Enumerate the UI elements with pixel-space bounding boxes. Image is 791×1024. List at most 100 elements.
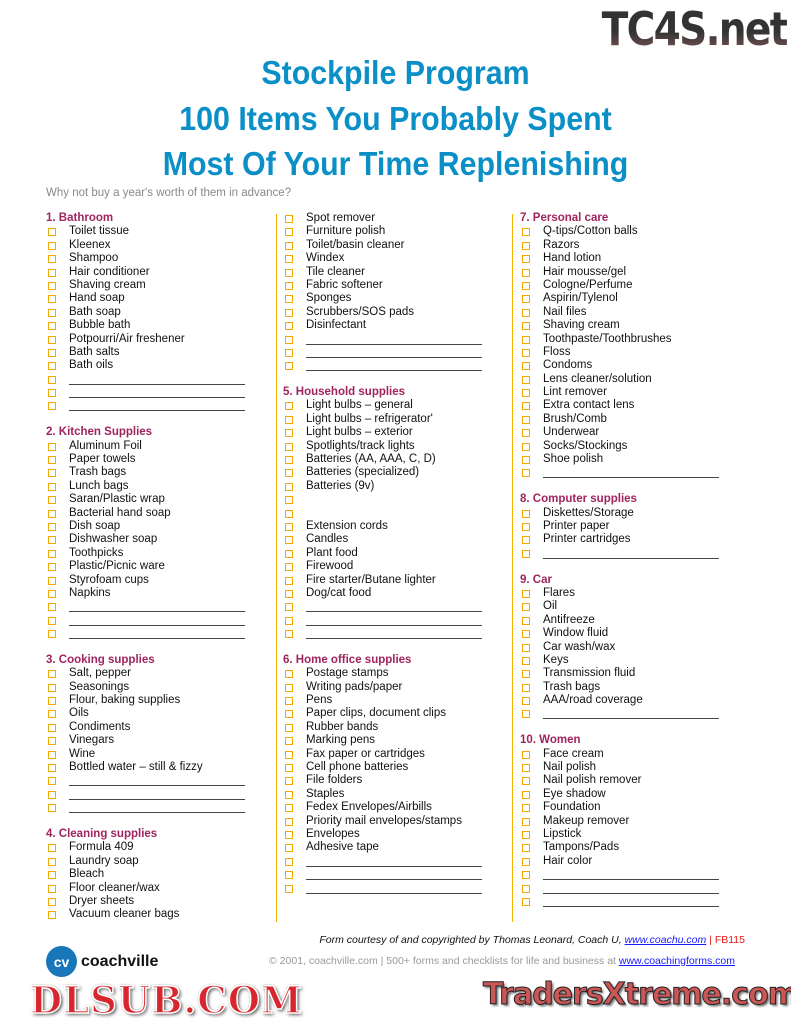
- checkbox[interactable]: [285, 549, 293, 558]
- checkbox[interactable]: [522, 670, 530, 679]
- checkbox[interactable]: [285, 496, 293, 505]
- checkbox[interactable]: [285, 616, 293, 625]
- checkbox[interactable]: [285, 750, 293, 759]
- checkbox[interactable]: [285, 697, 293, 706]
- write-in-line[interactable]: [69, 785, 245, 787]
- checkbox[interactable]: [522, 442, 530, 451]
- checkbox[interactable]: [48, 723, 56, 732]
- checkbox[interactable]: [285, 830, 293, 839]
- write-in-line[interactable]: [69, 624, 245, 626]
- checkbox[interactable]: [285, 817, 293, 826]
- checkbox[interactable]: [285, 228, 293, 237]
- checkbox[interactable]: [48, 576, 56, 585]
- write-in-line[interactable]: [69, 812, 245, 814]
- checkbox[interactable]: [48, 348, 56, 357]
- checkbox[interactable]: [48, 482, 56, 491]
- checkbox[interactable]: [522, 415, 530, 424]
- write-in-line[interactable]: [306, 879, 482, 881]
- checkbox[interactable]: [48, 616, 56, 625]
- checkbox[interactable]: [285, 335, 293, 344]
- checkbox[interactable]: [48, 737, 56, 746]
- write-in-line[interactable]: [543, 879, 719, 881]
- write-in-line[interactable]: [69, 638, 245, 640]
- checkbox[interactable]: [48, 255, 56, 264]
- checkbox[interactable]: [522, 683, 530, 692]
- write-in-line[interactable]: [69, 397, 245, 399]
- checkbox[interactable]: [285, 630, 293, 639]
- checkbox[interactable]: [285, 871, 293, 880]
- checkbox[interactable]: [285, 603, 293, 612]
- checkbox[interactable]: [522, 603, 530, 612]
- checkbox[interactable]: [48, 308, 56, 317]
- checkbox[interactable]: [48, 536, 56, 545]
- checkbox[interactable]: [522, 589, 530, 598]
- checkbox[interactable]: [522, 871, 530, 880]
- checkbox[interactable]: [285, 844, 293, 853]
- checkbox[interactable]: [285, 255, 293, 264]
- checkbox[interactable]: [285, 415, 293, 424]
- checkbox[interactable]: [522, 456, 530, 465]
- checkbox[interactable]: [522, 830, 530, 839]
- checkbox[interactable]: [48, 871, 56, 880]
- checkbox[interactable]: [522, 281, 530, 290]
- checkbox[interactable]: [48, 549, 56, 558]
- checkbox[interactable]: [48, 911, 56, 920]
- coachu-link[interactable]: www.coachu.com: [624, 934, 707, 946]
- checkbox[interactable]: [522, 630, 530, 639]
- checkbox[interactable]: [285, 456, 293, 465]
- checkbox[interactable]: [48, 335, 56, 344]
- write-in-line[interactable]: [306, 370, 482, 372]
- checkbox[interactable]: [48, 697, 56, 706]
- checkbox[interactable]: [285, 737, 293, 746]
- checkbox[interactable]: [522, 643, 530, 652]
- checkbox[interactable]: [285, 764, 293, 773]
- checkbox[interactable]: [48, 456, 56, 465]
- checkbox[interactable]: [48, 442, 56, 451]
- write-in-line[interactable]: [306, 638, 482, 640]
- checkbox[interactable]: [285, 710, 293, 719]
- checkbox[interactable]: [48, 670, 56, 679]
- write-in-line[interactable]: [543, 892, 719, 894]
- checkbox[interactable]: [285, 402, 293, 411]
- checkbox[interactable]: [285, 589, 293, 598]
- checkbox[interactable]: [522, 348, 530, 357]
- checkbox[interactable]: [48, 804, 56, 813]
- coachingforms-link[interactable]: www.coachingforms.com: [618, 955, 735, 967]
- checkbox[interactable]: [522, 817, 530, 826]
- checkbox[interactable]: [285, 295, 293, 304]
- checkbox[interactable]: [48, 603, 56, 612]
- checkbox[interactable]: [522, 790, 530, 799]
- checkbox[interactable]: [48, 402, 56, 411]
- checkbox[interactable]: [522, 897, 530, 906]
- checkbox[interactable]: [48, 268, 56, 277]
- checkbox[interactable]: [522, 764, 530, 773]
- checkbox[interactable]: [522, 389, 530, 398]
- checkbox[interactable]: [48, 683, 56, 692]
- write-in-line[interactable]: [306, 892, 482, 894]
- checkbox[interactable]: [48, 375, 56, 384]
- checkbox[interactable]: [285, 241, 293, 250]
- checkbox[interactable]: [48, 777, 56, 786]
- checkbox[interactable]: [522, 375, 530, 384]
- write-in-line[interactable]: [69, 410, 245, 412]
- checkbox[interactable]: [522, 509, 530, 518]
- checkbox[interactable]: [522, 777, 530, 786]
- checkbox[interactable]: [522, 402, 530, 411]
- write-in-line[interactable]: [306, 624, 482, 626]
- checkbox[interactable]: [522, 884, 530, 893]
- write-in-line[interactable]: [69, 383, 245, 385]
- checkbox[interactable]: [285, 576, 293, 585]
- checkbox[interactable]: [522, 295, 530, 304]
- checkbox[interactable]: [285, 522, 293, 531]
- checkbox[interactable]: [48, 469, 56, 478]
- checkbox[interactable]: [285, 362, 293, 371]
- checkbox[interactable]: [285, 683, 293, 692]
- checkbox[interactable]: [285, 215, 293, 223]
- write-in-line[interactable]: [543, 905, 719, 907]
- checkbox[interactable]: [522, 255, 530, 264]
- checkbox[interactable]: [522, 656, 530, 665]
- checkbox[interactable]: [522, 308, 530, 317]
- checkbox[interactable]: [522, 750, 530, 759]
- checkbox[interactable]: [48, 750, 56, 759]
- checkbox[interactable]: [48, 710, 56, 719]
